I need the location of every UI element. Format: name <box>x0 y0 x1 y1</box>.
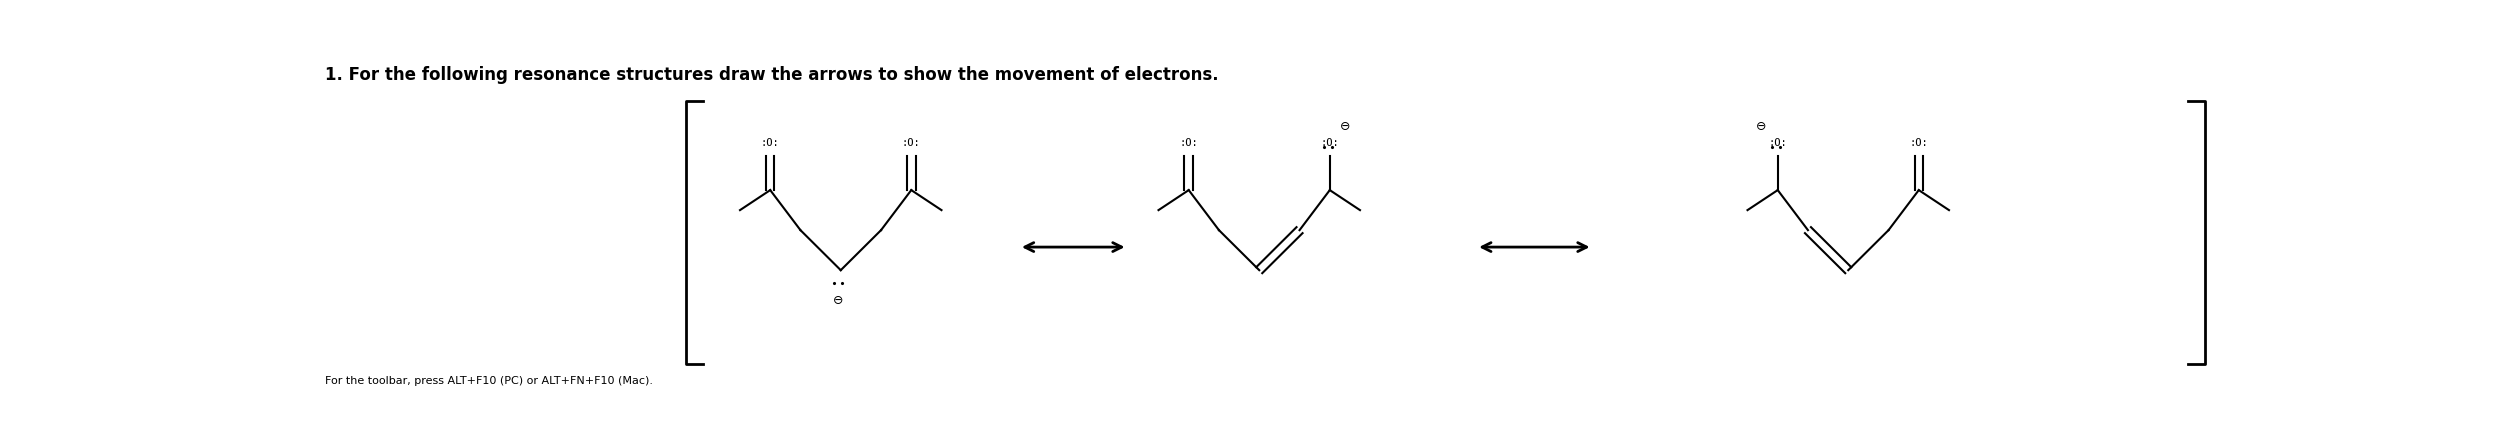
Text: For the toolbar, press ALT+F10 (PC) or ALT+FN+F10 (Mac).: For the toolbar, press ALT+F10 (PC) or A… <box>326 376 653 386</box>
Text: :O:: :O: <box>1180 138 1197 149</box>
Text: :O:: :O: <box>761 138 781 149</box>
Text: 1. For the following resonance structures draw the arrows to show the movement o: 1. For the following resonance structure… <box>326 66 1220 84</box>
Text: ⊖: ⊖ <box>1340 120 1350 133</box>
Text: :O:: :O: <box>1910 138 1928 149</box>
Text: :O:: :O: <box>1770 138 1787 149</box>
Text: :O:: :O: <box>901 138 921 149</box>
Text: ⊖: ⊖ <box>833 294 843 308</box>
Text: :O:: :O: <box>1320 138 1340 149</box>
Text: ⊖: ⊖ <box>1754 120 1767 133</box>
